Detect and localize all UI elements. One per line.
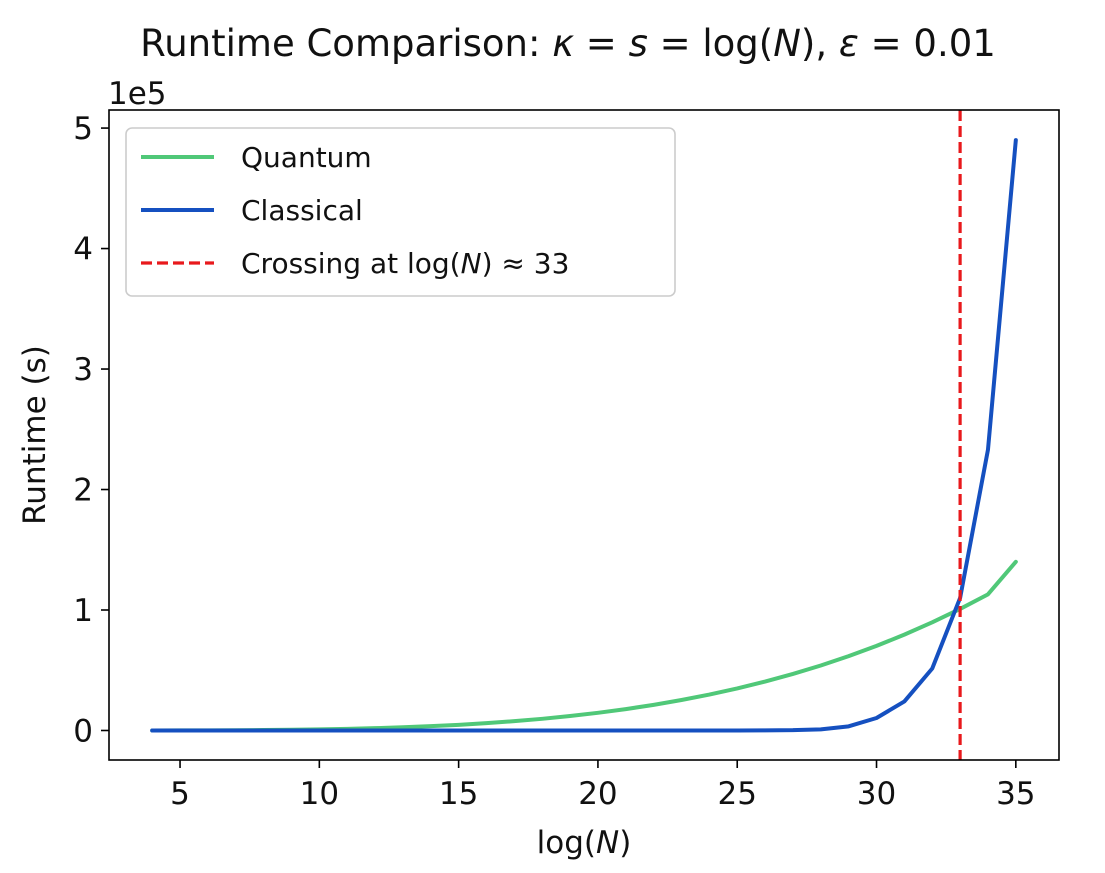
legend-label-classical: Classical (241, 194, 363, 227)
y-tick-label: 3 (73, 352, 93, 388)
axes-frame (108, 109, 1060, 761)
y-axis-label: Runtime (s) (17, 345, 53, 525)
x-tick-label: 25 (717, 776, 756, 812)
x-tick-label: 15 (439, 776, 478, 812)
y-tick-label: 4 (73, 232, 93, 268)
x-axis-label: log(N) (537, 825, 632, 861)
x-tick-label: 20 (578, 776, 617, 812)
x-tick-label: 10 (300, 776, 339, 812)
y-tick-label: 2 (73, 473, 93, 509)
y-tick-label: 5 (73, 111, 93, 147)
legend-box (125, 127, 676, 297)
x-tick-label: 35 (996, 776, 1035, 812)
legend-label-crossing: Crossing at log(N) ≈ 33 (241, 247, 569, 280)
y-tick-label: 1 (73, 593, 93, 629)
series-line-classical (150, 138, 1018, 733)
legend: Quantum Classical Crossing at log(N) ≈ 3… (125, 127, 676, 297)
series-line-quantum (150, 559, 1018, 733)
legend-label-quantum: Quantum (241, 141, 372, 174)
y-offset-label: 1e5 (108, 76, 167, 112)
x-tick-label: 30 (857, 776, 896, 812)
chart-title: Runtime Comparison: κ = s = log(N), ε = … (140, 22, 996, 65)
y-tick-label: 0 (73, 713, 93, 749)
x-tick-label: 5 (170, 776, 190, 812)
